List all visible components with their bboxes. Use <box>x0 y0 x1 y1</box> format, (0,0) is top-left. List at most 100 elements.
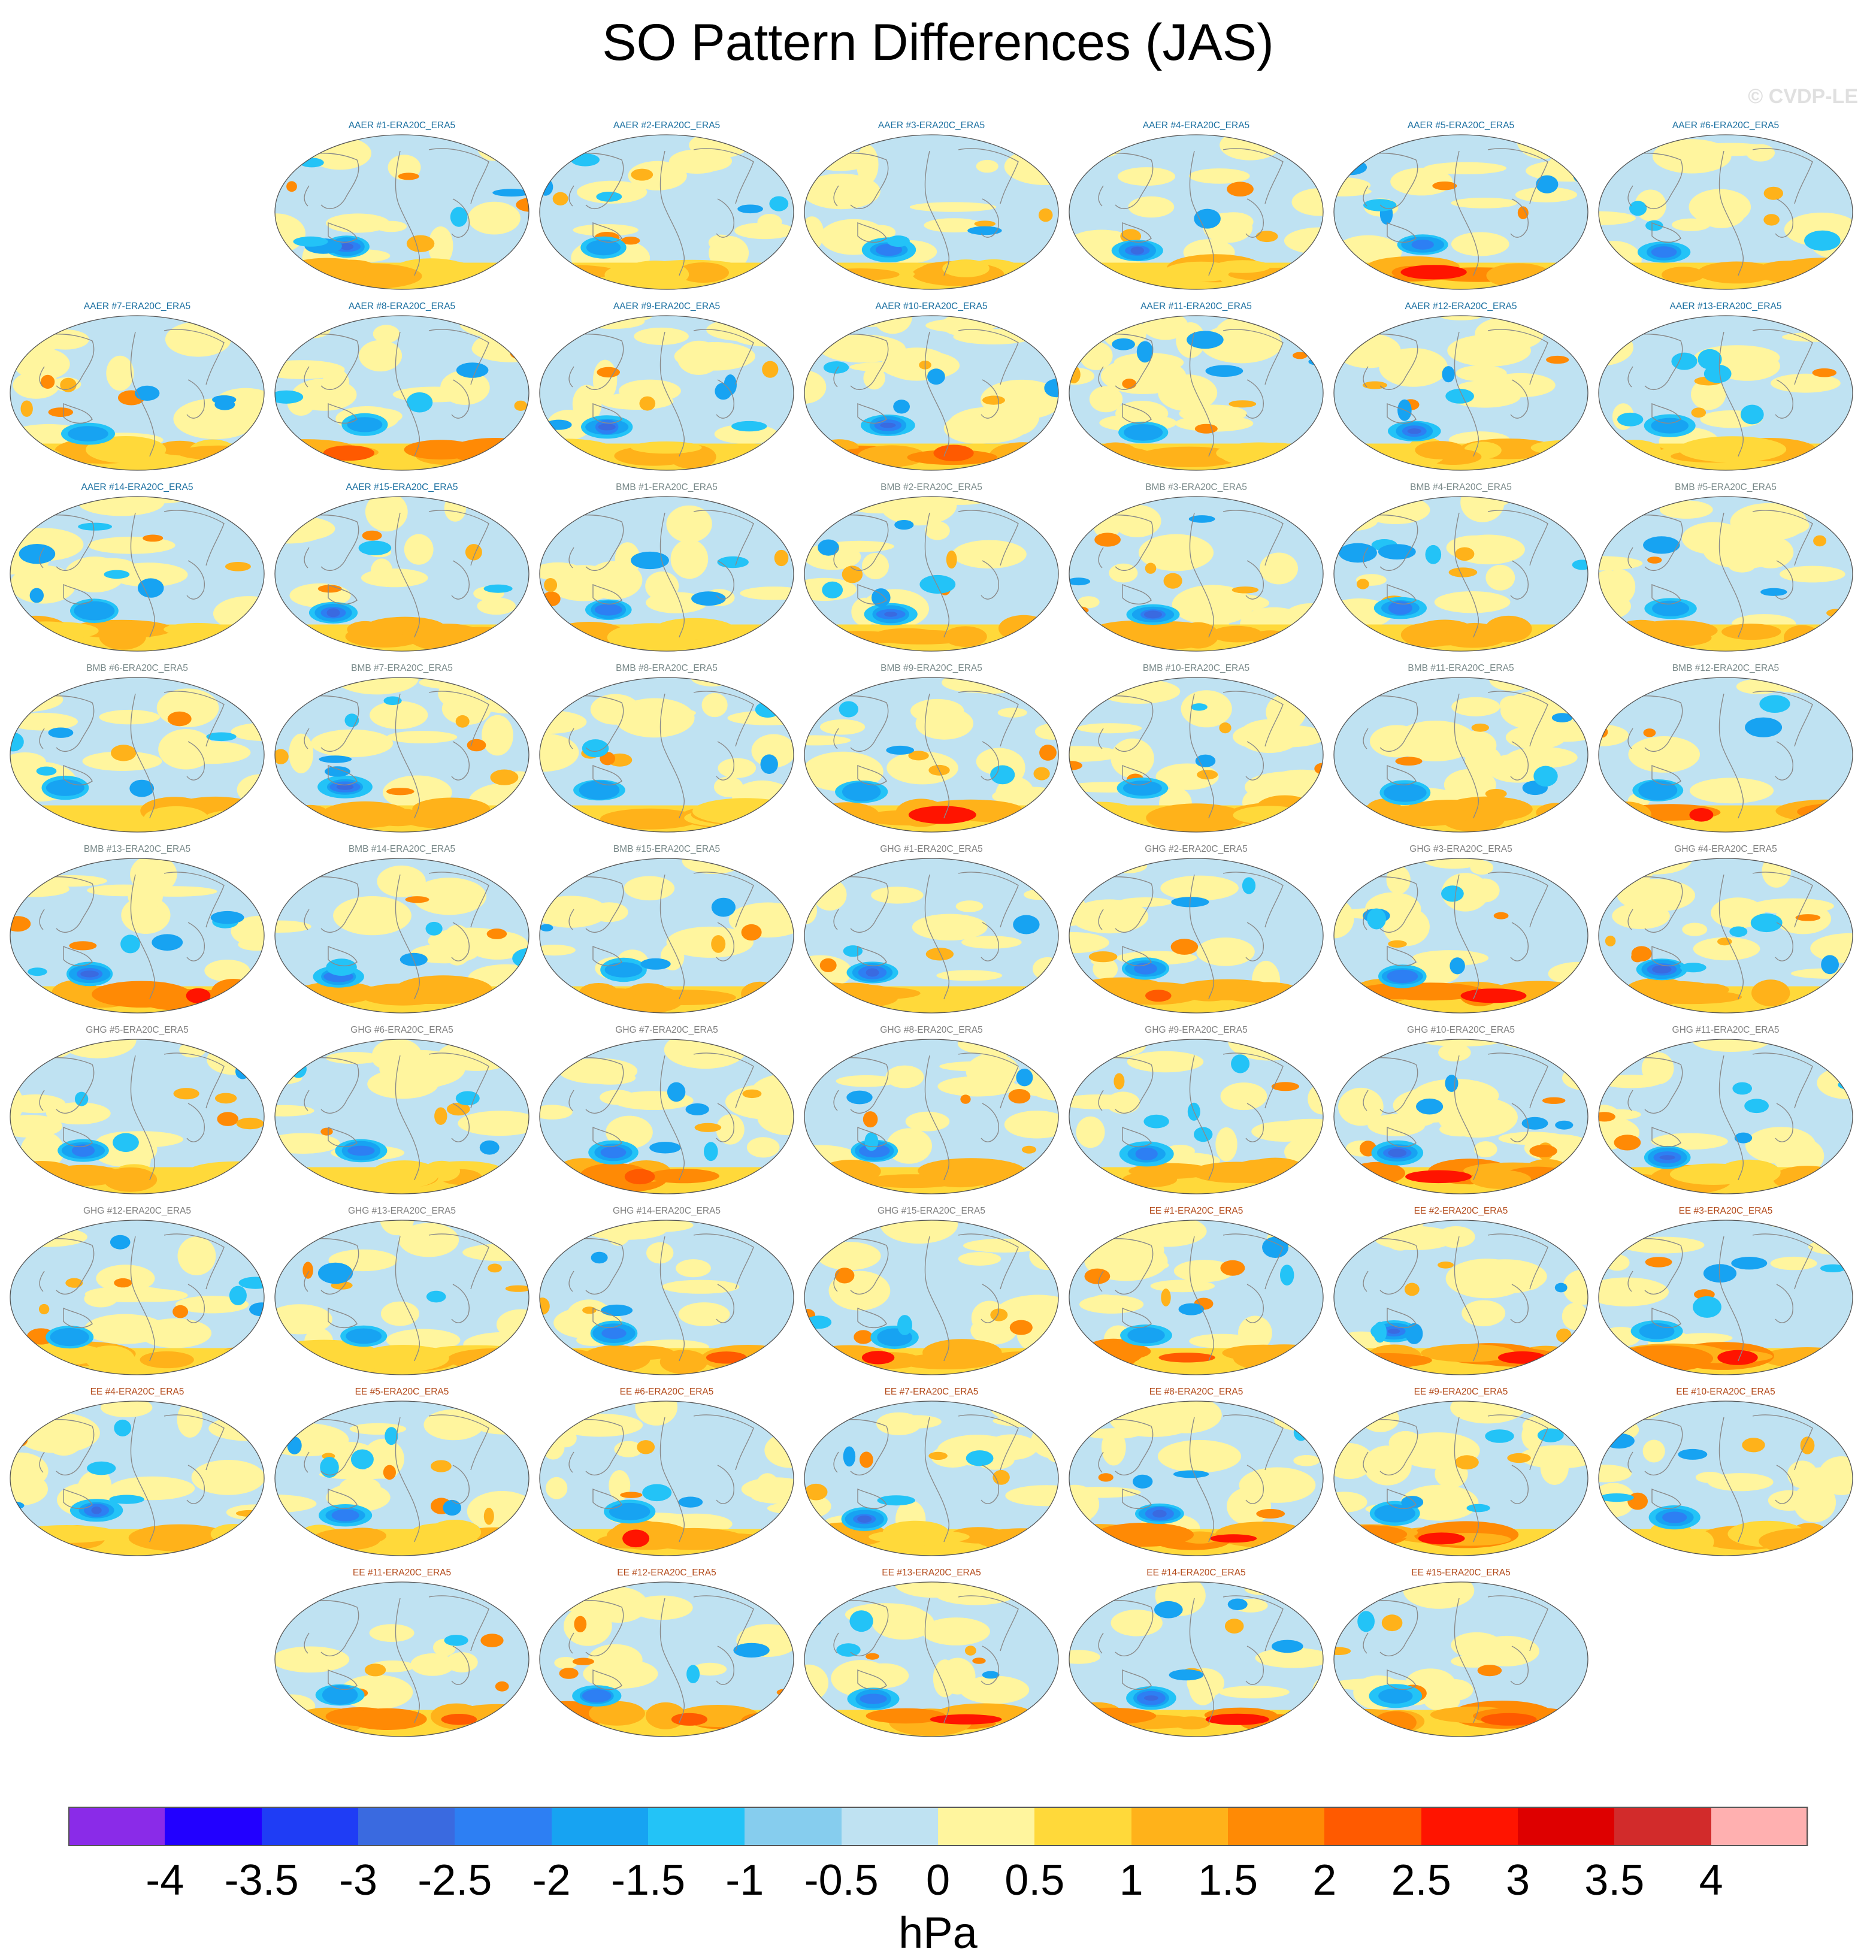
panel-label: AAER #14-ERA20C_ERA5 <box>81 482 193 492</box>
panel-label: EE #3-ERA20C_ERA5 <box>1678 1206 1773 1216</box>
colorbar <box>68 1807 1808 1846</box>
slp-difference-map <box>8 1218 266 1377</box>
panel-label: GHG #4-ERA20C_ERA5 <box>1674 844 1777 854</box>
slp-difference-map <box>8 857 266 1015</box>
map-panel: BMB #12-ERA20C_ERA5 <box>1597 663 1854 836</box>
slp-difference-map <box>1597 676 1854 834</box>
map-panel: AAER #7-ERA20C_ERA5 <box>8 301 266 474</box>
copyright-watermark: © CVDP-LE <box>1748 85 1858 108</box>
slp-difference-map <box>273 1038 531 1196</box>
map-panel: GHG #10-ERA20C_ERA5 <box>1332 1024 1590 1198</box>
panel-label: EE #13-ERA20C_ERA5 <box>882 1568 981 1578</box>
colorbar-swatch <box>841 1807 939 1846</box>
map-panel: EE #6-ERA20C_ERA5 <box>538 1386 795 1560</box>
panel-label: AAER #8-ERA20C_ERA5 <box>348 301 456 311</box>
panel-label: BMB #6-ERA20C_ERA5 <box>86 663 188 673</box>
panel-label: GHG #11-ERA20C_ERA5 <box>1672 1025 1780 1035</box>
panel-label: EE #5-ERA20C_ERA5 <box>355 1387 449 1397</box>
panel-label: BMB #2-ERA20C_ERA5 <box>880 482 982 492</box>
colorbar-swatch <box>551 1807 649 1846</box>
panel-label: AAER #7-ERA20C_ERA5 <box>83 301 191 311</box>
map-panel: GHG #2-ERA20C_ERA5 <box>1067 843 1325 1017</box>
map-panel: EE #1-ERA20C_ERA5 <box>1067 1205 1325 1379</box>
slp-difference-map <box>1597 314 1854 472</box>
panel-label: AAER #4-ERA20C_ERA5 <box>1142 120 1250 131</box>
map-panel: EE #3-ERA20C_ERA5 <box>1597 1205 1854 1379</box>
slp-difference-map <box>1067 857 1325 1015</box>
slp-difference-map <box>538 495 795 653</box>
map-panel: EE #13-ERA20C_ERA5 <box>803 1567 1060 1741</box>
panel-label: AAER #15-ERA20C_ERA5 <box>346 482 458 492</box>
map-panel: AAER #13-ERA20C_ERA5 <box>1597 301 1854 474</box>
colorbar-swatch <box>455 1807 552 1846</box>
colorbar-tick-label: 2 <box>1312 1856 1337 1904</box>
panel-label: BMB #3-ERA20C_ERA5 <box>1145 482 1247 492</box>
map-panel: BMB #4-ERA20C_ERA5 <box>1332 482 1590 655</box>
map-panel: BMB #7-ERA20C_ERA5 <box>273 663 531 836</box>
panel-label: EE #9-ERA20C_ERA5 <box>1414 1387 1508 1397</box>
panel-label: GHG #12-ERA20C_ERA5 <box>83 1206 192 1216</box>
slp-difference-map <box>1597 1038 1854 1196</box>
map-panel: GHG #13-ERA20C_ERA5 <box>273 1205 531 1379</box>
map-panel: AAER #1-ERA20C_ERA5 <box>273 120 531 294</box>
slp-difference-map <box>803 1038 1060 1196</box>
colorbar-tick-label: 3 <box>1505 1856 1530 1904</box>
slp-difference-map <box>1067 495 1325 653</box>
slp-difference-map <box>1597 857 1854 1015</box>
slp-difference-map <box>273 1399 531 1557</box>
slp-difference-map <box>8 1399 266 1557</box>
map-panel: BMB #9-ERA20C_ERA5 <box>803 663 1060 836</box>
slp-difference-map <box>273 133 531 291</box>
map-panel: AAER #4-ERA20C_ERA5 <box>1067 120 1325 294</box>
slp-difference-map <box>1067 1038 1325 1196</box>
slp-difference-map <box>1067 1218 1325 1377</box>
panel-label: BMB #8-ERA20C_ERA5 <box>616 663 718 673</box>
map-panel: AAER #10-ERA20C_ERA5 <box>803 301 1060 474</box>
slp-difference-map <box>1067 676 1325 834</box>
colorbar-tick-label: -3 <box>338 1856 378 1904</box>
map-panel: GHG #3-ERA20C_ERA5 <box>1332 843 1590 1017</box>
colorbar-tick-label: 3.5 <box>1584 1856 1645 1904</box>
slp-difference-map <box>803 1580 1060 1738</box>
panel-label: EE #2-ERA20C_ERA5 <box>1414 1206 1508 1216</box>
map-panel: GHG #15-ERA20C_ERA5 <box>803 1205 1060 1379</box>
map-panel: GHG #11-ERA20C_ERA5 <box>1597 1024 1854 1198</box>
map-panel: BMB #15-ERA20C_ERA5 <box>538 843 795 1017</box>
panel-label: AAER #1-ERA20C_ERA5 <box>348 120 456 131</box>
panel-label: EE #8-ERA20C_ERA5 <box>1149 1387 1243 1397</box>
map-panel: BMB #8-ERA20C_ERA5 <box>538 663 795 836</box>
map-panel: BMB #11-ERA20C_ERA5 <box>1332 663 1590 836</box>
slp-difference-map <box>803 1218 1060 1377</box>
map-panel: GHG #4-ERA20C_ERA5 <box>1597 843 1854 1017</box>
slp-difference-map <box>538 857 795 1015</box>
colorbar-swatch <box>1711 1807 1808 1846</box>
panel-label: BMB #7-ERA20C_ERA5 <box>351 663 453 673</box>
panel-label: AAER #10-ERA20C_ERA5 <box>875 301 988 311</box>
colorbar-tick-label: -1 <box>725 1856 764 1904</box>
slp-difference-map <box>8 676 266 834</box>
colorbar-swatch <box>1324 1807 1422 1846</box>
slp-difference-map <box>1332 1218 1590 1377</box>
panel-label: EE #4-ERA20C_ERA5 <box>90 1387 184 1397</box>
panel-label: GHG #7-ERA20C_ERA5 <box>615 1025 718 1035</box>
slp-difference-map <box>538 676 795 834</box>
colorbar-tick-label: -3.5 <box>224 1856 299 1904</box>
map-panel: AAER #15-ERA20C_ERA5 <box>273 482 531 655</box>
slp-difference-map <box>803 857 1060 1015</box>
panel-label: AAER #11-ERA20C_ERA5 <box>1140 301 1252 311</box>
map-panel: EE #2-ERA20C_ERA5 <box>1332 1205 1590 1379</box>
colorbar-tick-label: 2.5 <box>1391 1856 1451 1904</box>
colorbar-tick-label: 1.5 <box>1197 1856 1258 1904</box>
panel-label: EE #10-ERA20C_ERA5 <box>1676 1387 1775 1397</box>
map-panel: EE #4-ERA20C_ERA5 <box>8 1386 266 1560</box>
colorbar-swatch <box>261 1807 359 1846</box>
colorbar-swatch <box>1228 1807 1325 1846</box>
map-panel: EE #5-ERA20C_ERA5 <box>273 1386 531 1560</box>
panel-label: GHG #6-ERA20C_ERA5 <box>350 1025 453 1035</box>
panel-label: GHG #10-ERA20C_ERA5 <box>1406 1025 1515 1035</box>
slp-difference-map <box>8 495 266 653</box>
slp-difference-map <box>1597 1218 1854 1377</box>
slp-difference-map <box>538 1399 795 1557</box>
map-panel: BMB #5-ERA20C_ERA5 <box>1597 482 1854 655</box>
colorbar-swatch <box>68 1807 165 1846</box>
